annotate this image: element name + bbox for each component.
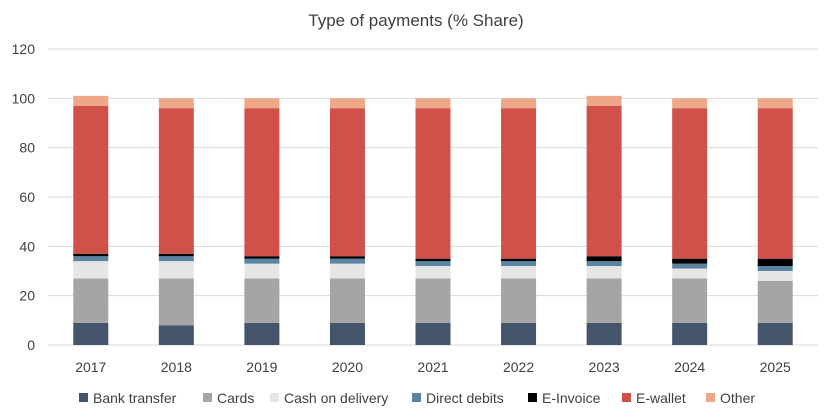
legend-swatch — [706, 393, 715, 402]
bar-segment-e-wallet-2021 — [415, 108, 451, 259]
bar-segment-e-wallet-2017 — [73, 105, 109, 254]
bar-segment-e-invoice-2017 — [73, 253, 109, 257]
bar-segment-cards-2019 — [244, 278, 280, 323]
bar-segment-direct-debits-2017 — [73, 256, 109, 262]
bar-segment-direct-debits-2025 — [757, 266, 793, 271]
bar-segment-direct-debits-2020 — [329, 258, 365, 264]
x-tick-label: 2025 — [760, 359, 791, 375]
legend-label: Direct debits — [426, 390, 504, 406]
bar-segment-cash-on-delivery-2024 — [672, 268, 708, 279]
bar-segment-bank-transfer-2019 — [244, 322, 280, 345]
bar-segment-other-2019 — [244, 98, 280, 109]
legend-label: Cash on delivery — [284, 390, 388, 406]
legend-label: E-wallet — [636, 390, 686, 406]
y-tick-label: 100 — [12, 90, 36, 106]
bar-segment-e-invoice-2021 — [415, 258, 451, 262]
bar-segment-other-2017 — [73, 95, 109, 106]
y-tick-label: 0 — [27, 337, 35, 353]
bar-segment-e-wallet-2019 — [244, 108, 280, 257]
bar-segment-e-invoice-2020 — [329, 256, 365, 259]
bar-segment-e-wallet-2023 — [586, 105, 622, 257]
y-tick-label: 120 — [12, 41, 36, 57]
bar-segment-cash-on-delivery-2022 — [501, 266, 537, 279]
bar-segment-other-2023 — [586, 95, 622, 106]
bar-segment-cards-2022 — [501, 278, 537, 323]
bar-segment-cash-on-delivery-2018 — [158, 261, 194, 279]
x-tick-label: 2021 — [417, 359, 448, 375]
bar-segment-e-invoice-2019 — [244, 256, 280, 259]
chart-title: Type of payments (% Share) — [308, 11, 523, 30]
bar-segment-e-invoice-2023 — [586, 256, 622, 262]
bar-segment-e-invoice-2018 — [158, 253, 194, 257]
y-axis-ticks: 0 20 40 60 80 100 120 — [12, 41, 36, 353]
bar-segment-e-wallet-2025 — [757, 108, 793, 259]
y-tick-label: 60 — [19, 189, 35, 205]
legend-swatch — [203, 393, 212, 402]
legend-swatch — [412, 393, 421, 402]
bar-segment-bank-transfer-2022 — [501, 322, 537, 345]
bar-segment-cards-2021 — [415, 278, 451, 323]
bar-segment-direct-debits-2023 — [586, 261, 622, 267]
x-tick-label: 2019 — [246, 359, 277, 375]
bar-segment-cards-2017 — [73, 278, 109, 323]
legend-label: E-Invoice — [542, 390, 601, 406]
bar-segment-bank-transfer-2023 — [586, 322, 622, 345]
x-tick-label: 2017 — [75, 359, 106, 375]
y-tick-label: 80 — [19, 140, 35, 156]
bar-segment-other-2025 — [757, 98, 793, 109]
bars — [73, 95, 793, 345]
bar-segment-cash-on-delivery-2019 — [244, 263, 280, 279]
legend-label: Cards — [217, 390, 254, 406]
bar-segment-direct-debits-2018 — [158, 256, 194, 262]
legend-swatch — [79, 393, 88, 402]
bar-segment-bank-transfer-2018 — [158, 325, 194, 345]
bar-segment-other-2018 — [158, 98, 194, 109]
bar-segment-cash-on-delivery-2021 — [415, 266, 451, 279]
bar-segment-direct-debits-2019 — [244, 258, 280, 264]
bar-segment-other-2022 — [501, 98, 537, 109]
x-tick-label: 2024 — [674, 359, 705, 375]
bar-segment-bank-transfer-2020 — [329, 322, 365, 345]
bar-segment-cards-2025 — [757, 280, 793, 323]
bar-segment-cards-2020 — [329, 278, 365, 323]
bar-segment-e-wallet-2024 — [672, 108, 708, 259]
bar-segment-cash-on-delivery-2020 — [329, 263, 365, 279]
bar-segment-other-2024 — [672, 98, 708, 109]
bar-segment-bank-transfer-2025 — [757, 322, 793, 345]
x-tick-label: 2018 — [161, 359, 192, 375]
bar-segment-e-wallet-2020 — [329, 108, 365, 257]
legend-swatch — [622, 393, 631, 402]
x-tick-label: 2023 — [589, 359, 620, 375]
bar-segment-e-invoice-2022 — [501, 258, 537, 262]
bar-segment-cards-2023 — [586, 278, 622, 323]
legend-swatch — [270, 393, 279, 402]
bar-segment-cards-2018 — [158, 278, 194, 326]
bar-segment-e-wallet-2018 — [158, 108, 194, 254]
x-tick-label: 2022 — [503, 359, 534, 375]
bar-segment-e-invoice-2024 — [672, 258, 708, 264]
x-tick-label: 2020 — [332, 359, 363, 375]
bar-segment-cash-on-delivery-2017 — [73, 261, 109, 279]
x-axis-ticks: 2017 2018 2019 2020 2021 2022 2023 2024 2025 — [75, 359, 791, 375]
bar-segment-direct-debits-2024 — [672, 263, 708, 269]
legend: Bank transfer Cards Cash on delivery Direct… — [79, 390, 755, 406]
bar-segment-direct-debits-2022 — [501, 261, 537, 267]
bar-segment-direct-debits-2021 — [415, 261, 451, 267]
bar-segment-other-2020 — [329, 98, 365, 109]
bar-segment-bank-transfer-2017 — [73, 322, 109, 345]
legend-swatch — [528, 393, 537, 402]
bar-segment-other-2021 — [415, 98, 451, 109]
legend-label: Bank transfer — [93, 390, 177, 406]
bar-segment-bank-transfer-2024 — [672, 322, 708, 345]
bar-segment-cash-on-delivery-2025 — [757, 271, 793, 281]
bar-segment-e-wallet-2022 — [501, 108, 537, 259]
bar-segment-bank-transfer-2021 — [415, 322, 451, 345]
y-tick-label: 40 — [19, 238, 35, 254]
bar-segment-e-invoice-2025 — [757, 258, 793, 267]
y-tick-label: 20 — [19, 288, 35, 304]
bar-segment-cash-on-delivery-2023 — [586, 266, 622, 279]
bar-segment-cards-2024 — [672, 278, 708, 323]
legend-label: Other — [720, 390, 755, 406]
